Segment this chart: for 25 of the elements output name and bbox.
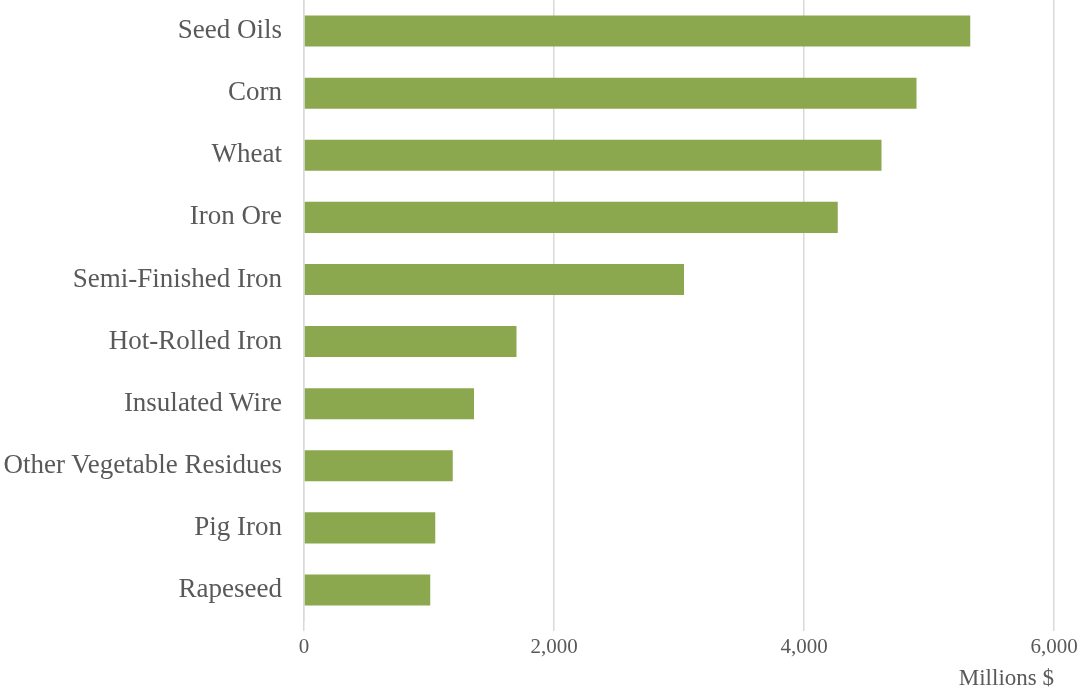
x-tick-label: 2,000: [530, 634, 578, 659]
bar: [304, 326, 517, 358]
bar: [304, 77, 917, 109]
bar: [304, 450, 453, 482]
bar: [304, 139, 882, 171]
x-tick-label: 0: [298, 634, 310, 659]
bar: [304, 263, 684, 295]
x-axis-title: Millions $: [958, 665, 1054, 691]
y-tick-label: Insulated Wire: [123, 386, 282, 417]
y-tick-label: Other Vegetable Residues: [3, 448, 282, 479]
bar: [304, 512, 436, 544]
bar: [304, 574, 431, 606]
y-tick-label: Semi-Finished Iron: [72, 262, 283, 293]
y-tick-label: Wheat: [211, 138, 283, 169]
y-tick-label: Pig Iron: [194, 510, 283, 541]
bar: [304, 15, 971, 47]
bar: [304, 201, 838, 233]
x-tick-label: 6,000: [1030, 634, 1078, 659]
y-tick-label: Corn: [228, 76, 283, 107]
y-tick-label: Rapeseed: [178, 573, 283, 604]
x-tick-label: 4,000: [780, 634, 828, 659]
bar: [304, 388, 474, 420]
y-tick-label: Hot-Rolled Iron: [108, 324, 283, 355]
y-tick-label: Seed Oils: [177, 14, 282, 45]
y-tick-label: Iron Ore: [189, 200, 282, 231]
